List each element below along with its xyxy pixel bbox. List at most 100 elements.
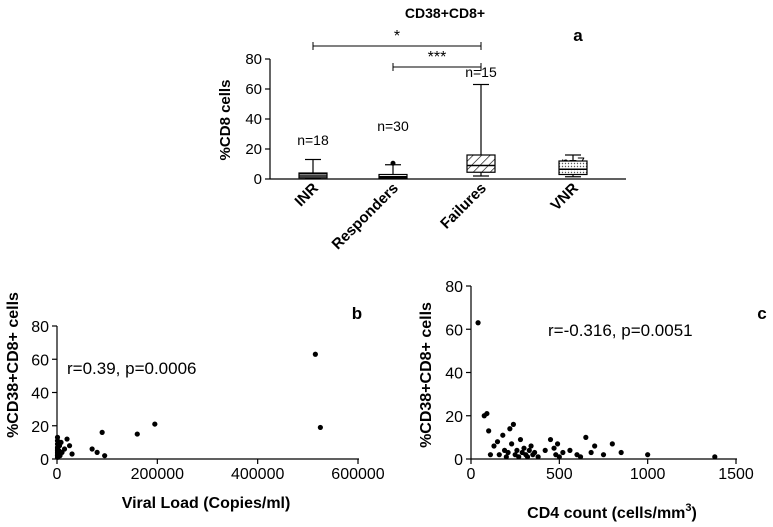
y-tick-label: 60 [31,352,49,369]
x-tick-label: 400000 [231,466,284,483]
data-point [528,443,534,449]
correlation-annotation: r=-0.316, p=0.0051 [548,321,693,340]
data-point [551,445,557,451]
y-axis-label: %CD38+CD8+ cells [418,302,435,448]
data-point [567,447,573,453]
x-tick-labels: 0 500 1000 1500 [467,466,754,483]
data-point [510,421,516,427]
data-point [588,449,594,456]
data-point [496,452,502,458]
data-point [505,449,511,456]
data-point [526,447,532,453]
data-point [487,452,494,458]
y-tick-label: 80 [245,51,262,68]
data-point [560,449,566,456]
data-point [491,443,497,449]
correlation-annotation: r=0.39, p=0.0006 [67,359,197,378]
y-tick-label: 0 [454,452,463,469]
x-tick-label: 1500 [718,466,754,483]
y-tick-label: 40 [245,111,262,128]
panel-a: CD38+CD8+ a %CD8 cells 0 20 40 60 80 INR… [217,5,626,253]
x-tick-label: Responders [328,180,401,253]
data-point [521,445,527,451]
y-tick-label: 20 [445,409,463,426]
data-point [500,432,506,438]
y-axis-label: %CD8 cells [217,80,234,161]
data-point [547,436,554,443]
data-point [66,443,73,449]
data-point [484,410,490,417]
y-tick-label: 20 [31,419,49,436]
panel-label-a: a [573,26,583,45]
x-axis-label: Viral Load (Copies/ml) [122,495,291,512]
x-tick-label: 500 [546,466,573,483]
x-tick-labels: INR Responders Failures VNR [292,180,582,253]
y-axis-label: %CD38+CD8+ cells [5,292,22,438]
data-point [577,454,584,460]
y-ticks [52,325,57,460]
y-tick-labels: 0 20 40 60 80 [31,319,49,469]
box-vnr [558,154,588,178]
data-point [507,426,513,432]
y-tick-label: 60 [245,81,262,98]
x-axis-label-text: CD4 count (cells/mm [527,505,685,522]
x-ticks [470,459,737,464]
data-point [312,351,318,357]
data-point [524,454,531,460]
x-ticks [56,459,359,464]
chart-title: CD38+CD8+ [405,5,485,21]
data-point [600,452,607,458]
x-tick-label: 600000 [331,466,384,483]
data-point [645,452,651,458]
data-point [69,451,75,457]
x-tick-label: VNR [547,180,582,215]
y-ticks [265,58,270,180]
y-tick-label: 0 [254,171,262,188]
y-tick-label: 80 [445,279,463,296]
y-tick-labels: 0 20 40 60 80 [245,51,262,188]
y-tick-label: 80 [31,319,49,336]
x-tick-label: 200000 [131,466,184,483]
panel-label-b: b [352,304,362,323]
outlier-point [390,160,396,166]
significance-brackets: * *** [312,28,482,71]
n-label: n=15 [465,64,497,80]
x-tick-label: INR [292,180,322,210]
boxes [298,83,588,180]
data-point [102,453,108,459]
box-inr [298,158,328,179]
box-responders [378,160,408,180]
x-axis-label-end: ) [692,505,697,522]
data-point [712,454,718,460]
data-point [61,446,68,452]
y-tick-label: 40 [445,366,463,383]
data-point [583,434,589,440]
significance-label: * [394,28,400,45]
data-point [317,424,323,431]
x-tick-label: 1000 [630,466,666,483]
data-point [134,431,140,437]
x-tick-labels: 0 200000 400000 600000 [53,466,385,483]
y-tick-label: 40 [31,386,49,403]
box-failures [466,83,496,177]
data-point [58,439,64,445]
x-axis-label: CD4 count (cells/mm3) [527,502,697,522]
x-tick-label: Failures [437,180,490,233]
data-point [152,421,158,427]
data-point [554,441,561,447]
y-tick-label: 0 [40,452,49,469]
data-point [556,454,562,460]
y-tick-label: 20 [245,141,262,158]
x-axis-label-sup: 3 [685,502,691,514]
y-ticks [466,285,471,460]
points [475,320,718,460]
data-point [99,429,105,435]
y-tick-label: 60 [445,322,463,339]
points [54,351,323,460]
data-point [509,441,515,447]
data-point [475,320,481,326]
n-label: n=30 [377,118,409,134]
data-point [517,436,524,443]
data-point [542,447,548,453]
